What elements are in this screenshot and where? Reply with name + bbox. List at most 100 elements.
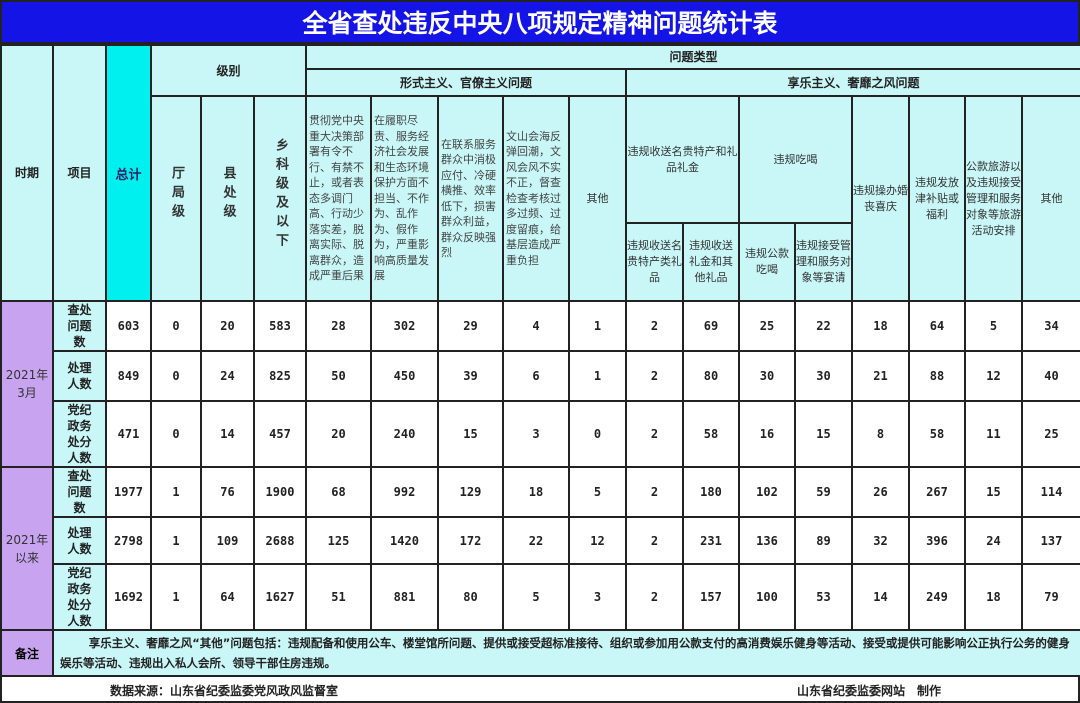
value-cell: 12 xyxy=(964,350,1023,402)
value-cell: 24 xyxy=(200,350,255,402)
value-cell: 0 xyxy=(150,350,202,402)
value-cell: 26 xyxy=(851,466,910,518)
header-hedonism-other: 其他 xyxy=(1020,95,1080,302)
value-cell: 0 xyxy=(568,400,627,468)
value-cell: 14 xyxy=(851,563,910,631)
statistics-table: 时期 项目 总计 级别 问题类型 形式主义、官僚主义问题 享乐主义、奢靡之风问题… xyxy=(0,44,1080,677)
value-cell: 2688 xyxy=(253,516,307,565)
value-cell: 39 xyxy=(437,350,504,402)
value-cell: 29 xyxy=(437,300,504,352)
header-dining-banquet: 违规接受管理和服务对象等宴请 xyxy=(794,222,853,302)
table-row: 处理人数 2798 1 109 2688 125 1420 172 22 12 2 231 136 89 3… xyxy=(1,516,1080,565)
total-cell: 603 xyxy=(105,300,152,352)
value-cell: 1 xyxy=(150,466,202,518)
value-cell: 76 xyxy=(200,466,255,518)
value-cell: 80 xyxy=(437,563,504,631)
total-cell: 1977 xyxy=(105,466,152,518)
value-cell: 583 xyxy=(253,300,307,352)
value-cell: 51 xyxy=(305,563,372,631)
table-row: 2021年以来 查处问题数 1977 1 76 1900 68 992 129 18 5 2 180 10… xyxy=(0,466,1080,631)
value-cell: 2 xyxy=(625,350,684,402)
value-cell: 240 xyxy=(370,400,439,468)
header-dining: 违规吃喝 xyxy=(738,95,853,224)
value-cell: 40 xyxy=(1020,350,1080,402)
header-formalism-col: 在履职尽责、服务经济社会发展和生态环境保护方面不担当、不作为、乱作为、假作为，严… xyxy=(370,95,439,302)
value-cell: 69 xyxy=(682,300,740,352)
value-cell: 21 xyxy=(851,350,910,402)
value-cell: 249 xyxy=(908,563,966,631)
level-label: 县处级 xyxy=(220,166,236,223)
table-row: 处理人数 849 0 24 825 50 450 39 6 1 2 80 30 30 21 88 12 40 xyxy=(1,350,1080,402)
table-row: 2021年3月 查处问题数 603 0 20 583 28 302 29 4 1 2 69 25 22 18 6… xyxy=(0,300,1080,468)
value-cell: 25 xyxy=(738,300,796,352)
header-level: 级别 xyxy=(150,44,307,97)
value-cell: 6 xyxy=(502,350,570,402)
footer: 数据来源：山东省纪委监委党风政风监督室 山东省纪委监委网站 制作 xyxy=(0,677,1080,703)
page-title: 全省查处违反中央八项规定精神问题统计表 xyxy=(0,0,1080,44)
item-cell: 查处问题数 xyxy=(52,300,107,352)
value-cell: 15 xyxy=(794,400,853,468)
level-label: 乡科级及以下 xyxy=(273,137,288,252)
value-cell: 102 xyxy=(738,466,796,518)
total-cell: 1692 xyxy=(105,563,152,631)
value-cell: 24 xyxy=(964,516,1023,565)
header-allowances: 违规发放津补贴或福利 xyxy=(908,95,966,302)
value-cell: 22 xyxy=(502,516,570,565)
value-cell: 2 xyxy=(625,300,684,352)
header-travel: 公款旅游以及违规接受管理和服务对象等旅游活动安排 xyxy=(964,95,1023,302)
value-cell: 396 xyxy=(908,516,966,565)
value-cell: 32 xyxy=(851,516,910,565)
value-cell: 8 xyxy=(851,400,910,468)
value-cell: 64 xyxy=(908,300,966,352)
value-cell: 22 xyxy=(794,300,853,352)
value-cell: 15 xyxy=(437,400,504,468)
value-cell: 34 xyxy=(1020,300,1080,352)
value-cell: 5 xyxy=(502,563,570,631)
value-cell: 457 xyxy=(253,400,307,468)
value-cell: 2 xyxy=(625,400,684,468)
header-hedonism: 享乐主义、奢靡之风问题 xyxy=(624,68,1080,97)
table-body: 2021年3月 查处问题数 603 0 20 583 28 302 29 4 1 2 69 25 22 18 6… xyxy=(0,300,1080,631)
value-cell: 53 xyxy=(794,563,853,631)
value-cell: 18 xyxy=(502,466,570,518)
total-cell: 471 xyxy=(105,400,152,468)
value-cell: 30 xyxy=(794,350,853,402)
total-cell: 849 xyxy=(105,350,152,402)
value-cell: 58 xyxy=(682,400,740,468)
value-cell: 1 xyxy=(568,300,627,352)
value-cell: 20 xyxy=(200,300,255,352)
header-gifts: 违规收送名贵特产和礼品礼金 xyxy=(625,95,740,224)
producer: 山东省纪委监委网站 制作 xyxy=(797,684,942,698)
value-cell: 1627 xyxy=(253,563,307,631)
value-cell: 1 xyxy=(150,563,202,631)
header-period: 时期 xyxy=(0,44,54,302)
value-cell: 4 xyxy=(502,300,570,352)
value-cell: 18 xyxy=(964,563,1023,631)
note-text: 享乐主义、奢靡之风“其他”问题包括：违规配备和使用公车、楼堂馆所问题、提供或接受… xyxy=(51,629,1080,677)
header-level-xian: 县处级 xyxy=(200,95,255,302)
value-cell: 0 xyxy=(150,300,202,352)
value-cell: 80 xyxy=(682,350,740,402)
value-cell: 11 xyxy=(964,400,1023,468)
header-gifts-specialty: 违规收送名贵特产类礼品 xyxy=(625,222,684,302)
header-formalism-col: 在联系服务群众中消极应付、冷硬横推、效率低下，损害群众利益，群众反映强烈 xyxy=(437,95,504,302)
value-cell: 12 xyxy=(568,516,627,565)
header-formalism-col: 文山会海反弹回潮，文风会风不实不正，督查检查考核过多过频、过度留痕，给基层造成严… xyxy=(502,95,570,302)
table-row: 党纪政务处分人数 1692 1 64 1627 51 881 80 5 3 2 157 100 53 14 2… xyxy=(1,563,1080,631)
value-cell: 5 xyxy=(568,466,627,518)
value-cell: 1 xyxy=(568,350,627,402)
value-cell: 180 xyxy=(682,466,740,518)
header-formalism-col: 贯彻党中央重大决策部署有令不行、有禁不止，或者表态多调门高、行动少落实差，脱离实… xyxy=(305,95,372,302)
value-cell: 1 xyxy=(150,516,202,565)
value-cell: 88 xyxy=(908,350,966,402)
value-cell: 16 xyxy=(738,400,796,468)
item-cell: 处理人数 xyxy=(52,350,107,402)
header-problem-type: 问题类型 xyxy=(304,44,1080,70)
value-cell: 109 xyxy=(200,516,255,565)
value-cell: 267 xyxy=(908,466,966,518)
item-cell: 查处问题数 xyxy=(52,466,107,518)
value-cell: 68 xyxy=(305,466,372,518)
value-cell: 14 xyxy=(200,400,255,468)
value-cell: 18 xyxy=(851,300,910,352)
value-cell: 30 xyxy=(738,350,796,402)
